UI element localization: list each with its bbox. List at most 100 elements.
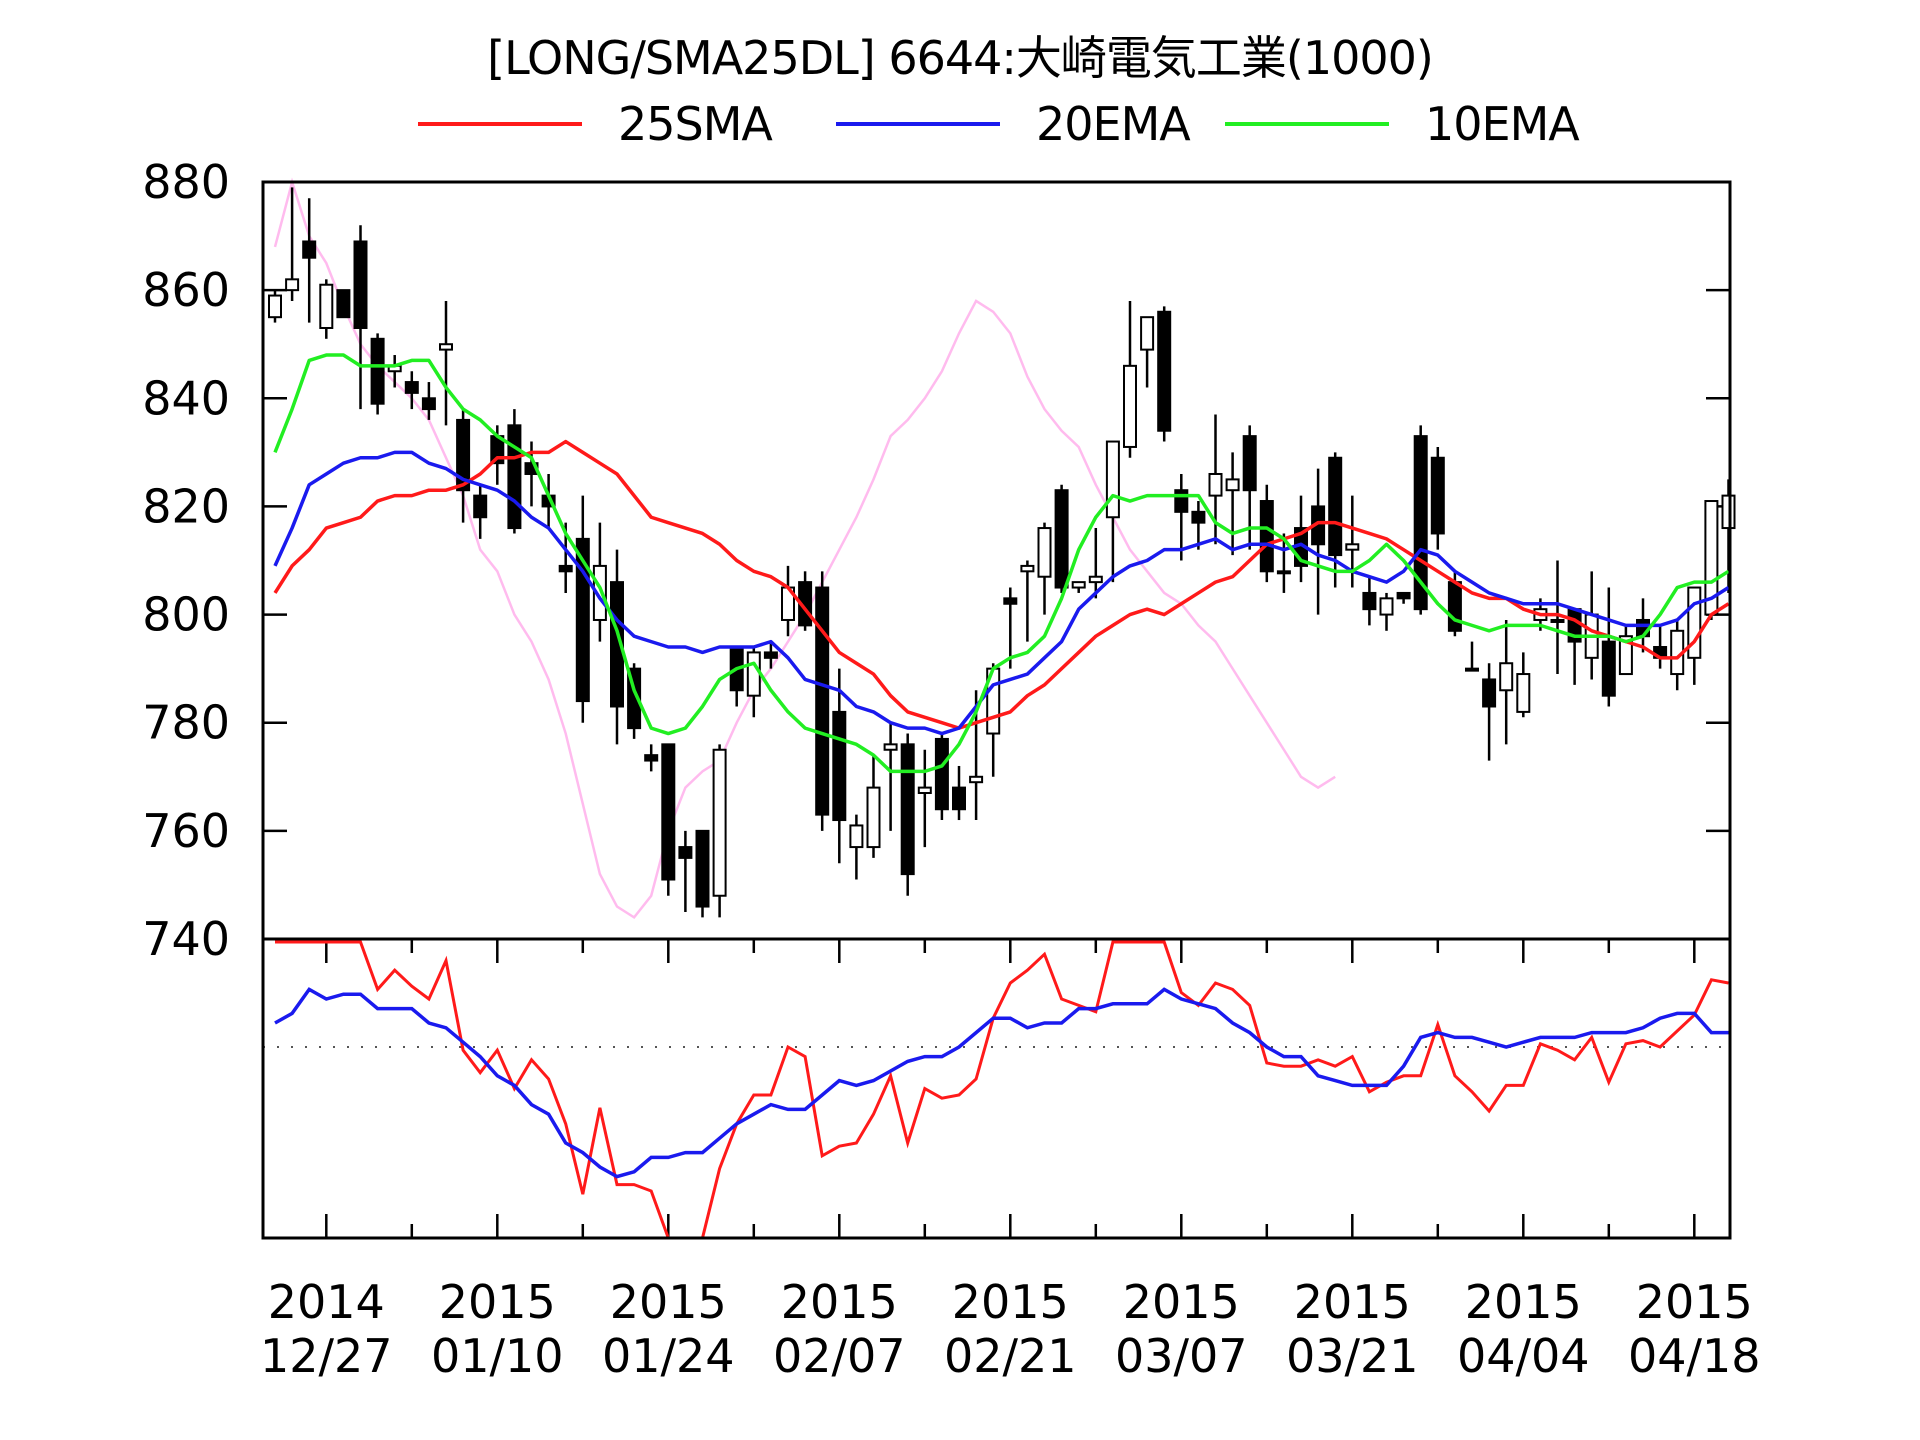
candle-up	[866, 786, 881, 849]
candlesticks	[268, 187, 1736, 918]
candle-down	[1430, 456, 1445, 535]
candle-down	[1157, 310, 1172, 432]
x-tick-year: 2015	[1636, 1275, 1753, 1329]
candle-down	[1242, 435, 1257, 492]
y-tick-label: 800	[142, 588, 230, 642]
candle-down	[695, 829, 710, 908]
legend-label-20ema: 20EMA	[1036, 97, 1191, 151]
candle-down	[575, 537, 590, 703]
x-tick-date: 01/10	[431, 1329, 564, 1383]
x-tick-date: 01/24	[602, 1329, 735, 1383]
y-tick-label: 880	[142, 155, 230, 209]
legend-item-10ema: 10EMA	[1225, 96, 1580, 152]
legend-label-10ema: 10EMA	[1425, 97, 1580, 151]
candle-up	[439, 343, 453, 351]
oscillator-panel	[263, 940, 1730, 1240]
line-25sma	[273, 439, 1730, 730]
y-tick-label: 760	[142, 804, 230, 858]
candle-up	[1618, 635, 1633, 676]
x-tick-date: 03/21	[1286, 1329, 1419, 1383]
x-axis-labels: 201412/27201501/10201501/24201502/072015…	[260, 1275, 1761, 1383]
legend-swatch-blue	[836, 122, 1000, 126]
legend-item-25sma: 25SMA	[418, 96, 773, 152]
candle-up	[1379, 597, 1394, 616]
candle-up	[917, 786, 932, 795]
candle-up	[319, 283, 334, 329]
legend-label-25sma: 25SMA	[618, 97, 773, 151]
candle-down	[610, 581, 624, 708]
chart-title: [LONG/SMA25DL] 6644:大崎電気工業(1000)	[487, 31, 1434, 85]
main-panel-frame	[261, 180, 1732, 941]
oscillator-red-line	[275, 940, 1729, 1240]
axis-ticks	[263, 288, 1730, 1238]
candle-up	[1105, 440, 1120, 519]
x-tick-date: 03/07	[1115, 1329, 1248, 1383]
legend-swatch-green	[1225, 122, 1389, 126]
candle-up	[1037, 527, 1052, 578]
candle-down	[456, 418, 471, 492]
x-tick-date: 02/07	[773, 1329, 906, 1383]
candle-up	[1123, 364, 1137, 448]
candle-down	[763, 651, 778, 659]
x-tick-date: 02/21	[944, 1329, 1077, 1383]
line-10ema	[273, 353, 1730, 774]
candle-up	[1020, 564, 1035, 573]
y-tick-label: 780	[142, 696, 230, 750]
candle-up	[746, 651, 761, 697]
candle-down	[644, 754, 659, 762]
candle-down	[832, 710, 847, 822]
candle-down	[302, 240, 317, 259]
candle-down	[1003, 597, 1018, 605]
y-tick-label: 840	[142, 371, 230, 425]
candle-down	[1482, 678, 1497, 708]
candle-up	[1276, 570, 1291, 575]
y-tick-label: 860	[142, 263, 230, 317]
candle-down	[370, 337, 385, 405]
x-tick-date: 04/04	[1457, 1329, 1590, 1383]
x-tick-year: 2015	[952, 1275, 1069, 1329]
candle-up	[1208, 472, 1223, 497]
y-tick-label: 820	[142, 479, 230, 533]
candle-up	[1225, 478, 1240, 492]
candle-down	[1191, 510, 1206, 524]
x-tick-year: 2015	[610, 1275, 727, 1329]
candle-up	[1465, 667, 1479, 672]
x-tick-year: 2015	[1465, 1275, 1582, 1329]
candle-up	[285, 278, 300, 292]
candle-down	[1054, 489, 1069, 589]
candle-up	[883, 743, 898, 751]
candle-down	[473, 494, 488, 519]
x-tick-year: 2015	[781, 1275, 898, 1329]
candle-down	[353, 240, 368, 329]
candle-down	[1328, 456, 1343, 557]
x-tick-date: 12/27	[260, 1329, 393, 1383]
legend-item-20ema: 20EMA	[836, 96, 1191, 152]
candle-up	[592, 564, 607, 621]
oscillator-panel-frame	[261, 937, 1732, 1240]
candle-up	[1140, 316, 1155, 351]
x-tick-year: 2015	[439, 1275, 556, 1329]
candle-down	[336, 289, 351, 319]
candle-down	[1396, 591, 1411, 600]
candle-up	[268, 294, 282, 319]
candle-down	[900, 743, 915, 876]
candle-down	[1259, 500, 1274, 573]
candle-down	[507, 424, 522, 530]
candle-down	[1601, 640, 1616, 697]
legend-swatch-red	[418, 122, 582, 126]
candle-down	[1447, 581, 1462, 632]
candle-down	[421, 397, 436, 411]
candle-up	[849, 824, 864, 849]
candle-down	[952, 786, 966, 811]
y-tick-label: 740	[142, 912, 230, 966]
candle-up	[1550, 618, 1565, 623]
candle-down	[934, 737, 949, 811]
moving-average-lines	[273, 353, 1730, 774]
candle-down	[661, 743, 676, 881]
x-tick-date: 04/18	[1628, 1329, 1761, 1383]
line-20ema	[273, 450, 1730, 736]
candle-down	[1362, 591, 1377, 611]
candle-down	[404, 381, 419, 394]
candle-up	[1088, 575, 1103, 584]
